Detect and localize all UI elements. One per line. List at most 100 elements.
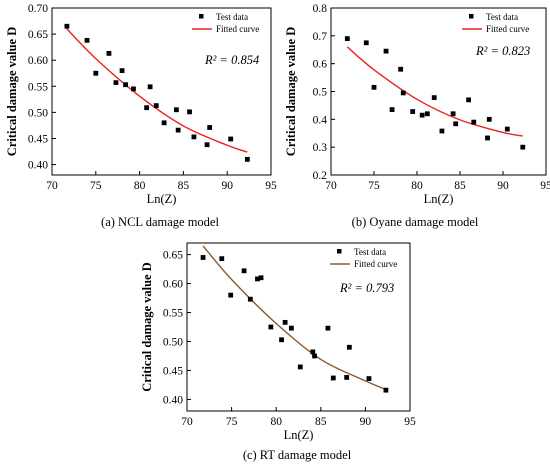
test-data-point	[204, 142, 210, 148]
test-data-point	[187, 109, 192, 115]
test-data-point	[123, 82, 128, 88]
test-data-point	[424, 111, 430, 117]
test-data-point	[131, 86, 136, 92]
legend-label-test-data: Test data	[486, 12, 518, 22]
test-data-point	[106, 51, 112, 56]
y-tick-label: 0.60	[163, 279, 183, 291]
y-tick-label: 0.60	[28, 55, 48, 67]
test-data-point	[191, 134, 197, 140]
x-tick-label: 95	[404, 416, 416, 428]
y-tick-label: 0.4	[313, 114, 328, 126]
test-data-point	[400, 90, 406, 96]
plot-frame	[51, 7, 272, 176]
test-data-point	[486, 116, 492, 122]
y-tick-label: 0.65	[28, 29, 48, 41]
test-data-point	[219, 256, 225, 262]
x-tick-label: 75	[368, 180, 380, 192]
test-data-point	[398, 66, 404, 72]
test-data-point	[450, 111, 456, 117]
legend-label-test-data: Test data	[216, 12, 248, 22]
test-data-point	[346, 344, 352, 350]
test-data-point	[84, 37, 90, 43]
r-squared-annotation: R² = 0.793	[339, 281, 394, 295]
legend-label-test-data: Test data	[354, 247, 386, 257]
test-data-point	[282, 319, 288, 325]
y-tick-label: 0.40	[28, 160, 48, 172]
r-squared-annotation: R² = 0.823	[475, 44, 530, 58]
x-tick-label: 85	[454, 180, 466, 192]
panel-caption: (a) NCL damage model	[101, 215, 219, 229]
test-data-point	[255, 276, 260, 282]
test-data-point	[389, 107, 395, 112]
test-data-point	[258, 275, 264, 281]
test-data-point	[431, 95, 437, 101]
r-squared-annotation: R² = 0.854	[204, 53, 259, 67]
x-tick-label: 90	[497, 180, 509, 192]
y-tick-label: 0.40	[163, 394, 183, 406]
legend: Test data Fitted curve	[462, 12, 529, 34]
y-axis-title: Critical damage value D	[140, 262, 154, 392]
test-data-point	[268, 324, 274, 330]
x-axis-title: Ln(Z)	[147, 192, 177, 206]
y-tick-label: 0.5	[313, 87, 328, 99]
legend-marker-test-data	[199, 14, 204, 19]
test-data-point	[200, 255, 206, 260]
y-axis-title: Critical damage value D	[5, 27, 19, 157]
x-tick-label: 70	[181, 416, 193, 428]
y-tick-label: 0.7	[313, 31, 328, 43]
test-data-point	[175, 127, 181, 133]
chart-panel-3: 70 75 80 85 90 95 0.40 0.45 0.50 0.55 0.60 0.65 Ln(Z…	[140, 242, 416, 462]
chart-panel-1: 70 75 80 85 90 95 0.40 0.45 0.50 0.55 0.60 0.65 0.70…	[5, 3, 277, 229]
test-data-point	[207, 125, 213, 130]
x-tick-label: 95	[540, 180, 550, 192]
test-data-point	[93, 70, 99, 76]
chart-panel-2: 70 75 80 85 90 95 0.2 0.3 0.4 0.5 0.6 0.7 0.8 Ln(Z) Cr…	[284, 3, 550, 229]
x-tick-label: 80	[270, 416, 282, 428]
x-axis-title: Ln(Z)	[284, 428, 314, 442]
legend: Test data Fitted curve	[330, 247, 397, 269]
x-tick-label: 90	[360, 416, 372, 428]
x-tick-label: 80	[411, 180, 423, 192]
test-data-point	[520, 144, 526, 150]
plot-frame	[186, 242, 411, 412]
test-data-point	[297, 364, 303, 370]
test-data-point	[453, 121, 459, 127]
test-data-point	[466, 97, 471, 103]
x-tick-label: 90	[221, 180, 233, 192]
legend: Test data Fitted curve	[192, 12, 259, 34]
y-tick-label: 0.6	[313, 59, 328, 71]
test-data-point	[113, 80, 119, 86]
x-tick-label: 85	[315, 416, 327, 428]
x-tick-label: 75	[90, 180, 102, 192]
test-data-point	[288, 325, 294, 331]
x-tick-label: 80	[134, 180, 146, 192]
test-data-point	[330, 375, 336, 381]
test-data-point	[144, 105, 150, 111]
legend-marker-test-data	[469, 14, 474, 19]
x-tick-label: 70	[46, 180, 58, 192]
test-data-point	[325, 325, 331, 331]
y-tick-label: 0.8	[313, 3, 328, 15]
x-tick-label: 70	[325, 180, 337, 192]
test-data-point	[247, 296, 253, 302]
test-data-point	[161, 120, 167, 126]
fitted-curve-line	[346, 46, 523, 137]
y-axis-title: Critical damage value D	[284, 27, 298, 157]
y-tick-label: 0.55	[28, 81, 48, 93]
test-data-point	[344, 36, 350, 42]
x-axis-title: Ln(Z)	[424, 192, 454, 206]
test-data-point	[310, 349, 316, 355]
test-data-point	[228, 136, 234, 142]
x-tick-label: 75	[226, 416, 238, 428]
test-data-point	[244, 156, 250, 162]
test-data-point	[344, 375, 350, 380]
test-data-point	[485, 135, 490, 141]
test-data-point	[383, 387, 389, 393]
panel-caption: (b) Oyane damage model	[352, 215, 479, 229]
y-tick-label: 0.3	[313, 142, 328, 154]
test-data-point	[363, 40, 369, 46]
y-tick-label: 0.45	[163, 365, 183, 377]
legend-marker-test-data	[337, 249, 342, 254]
test-data-point	[119, 68, 125, 74]
